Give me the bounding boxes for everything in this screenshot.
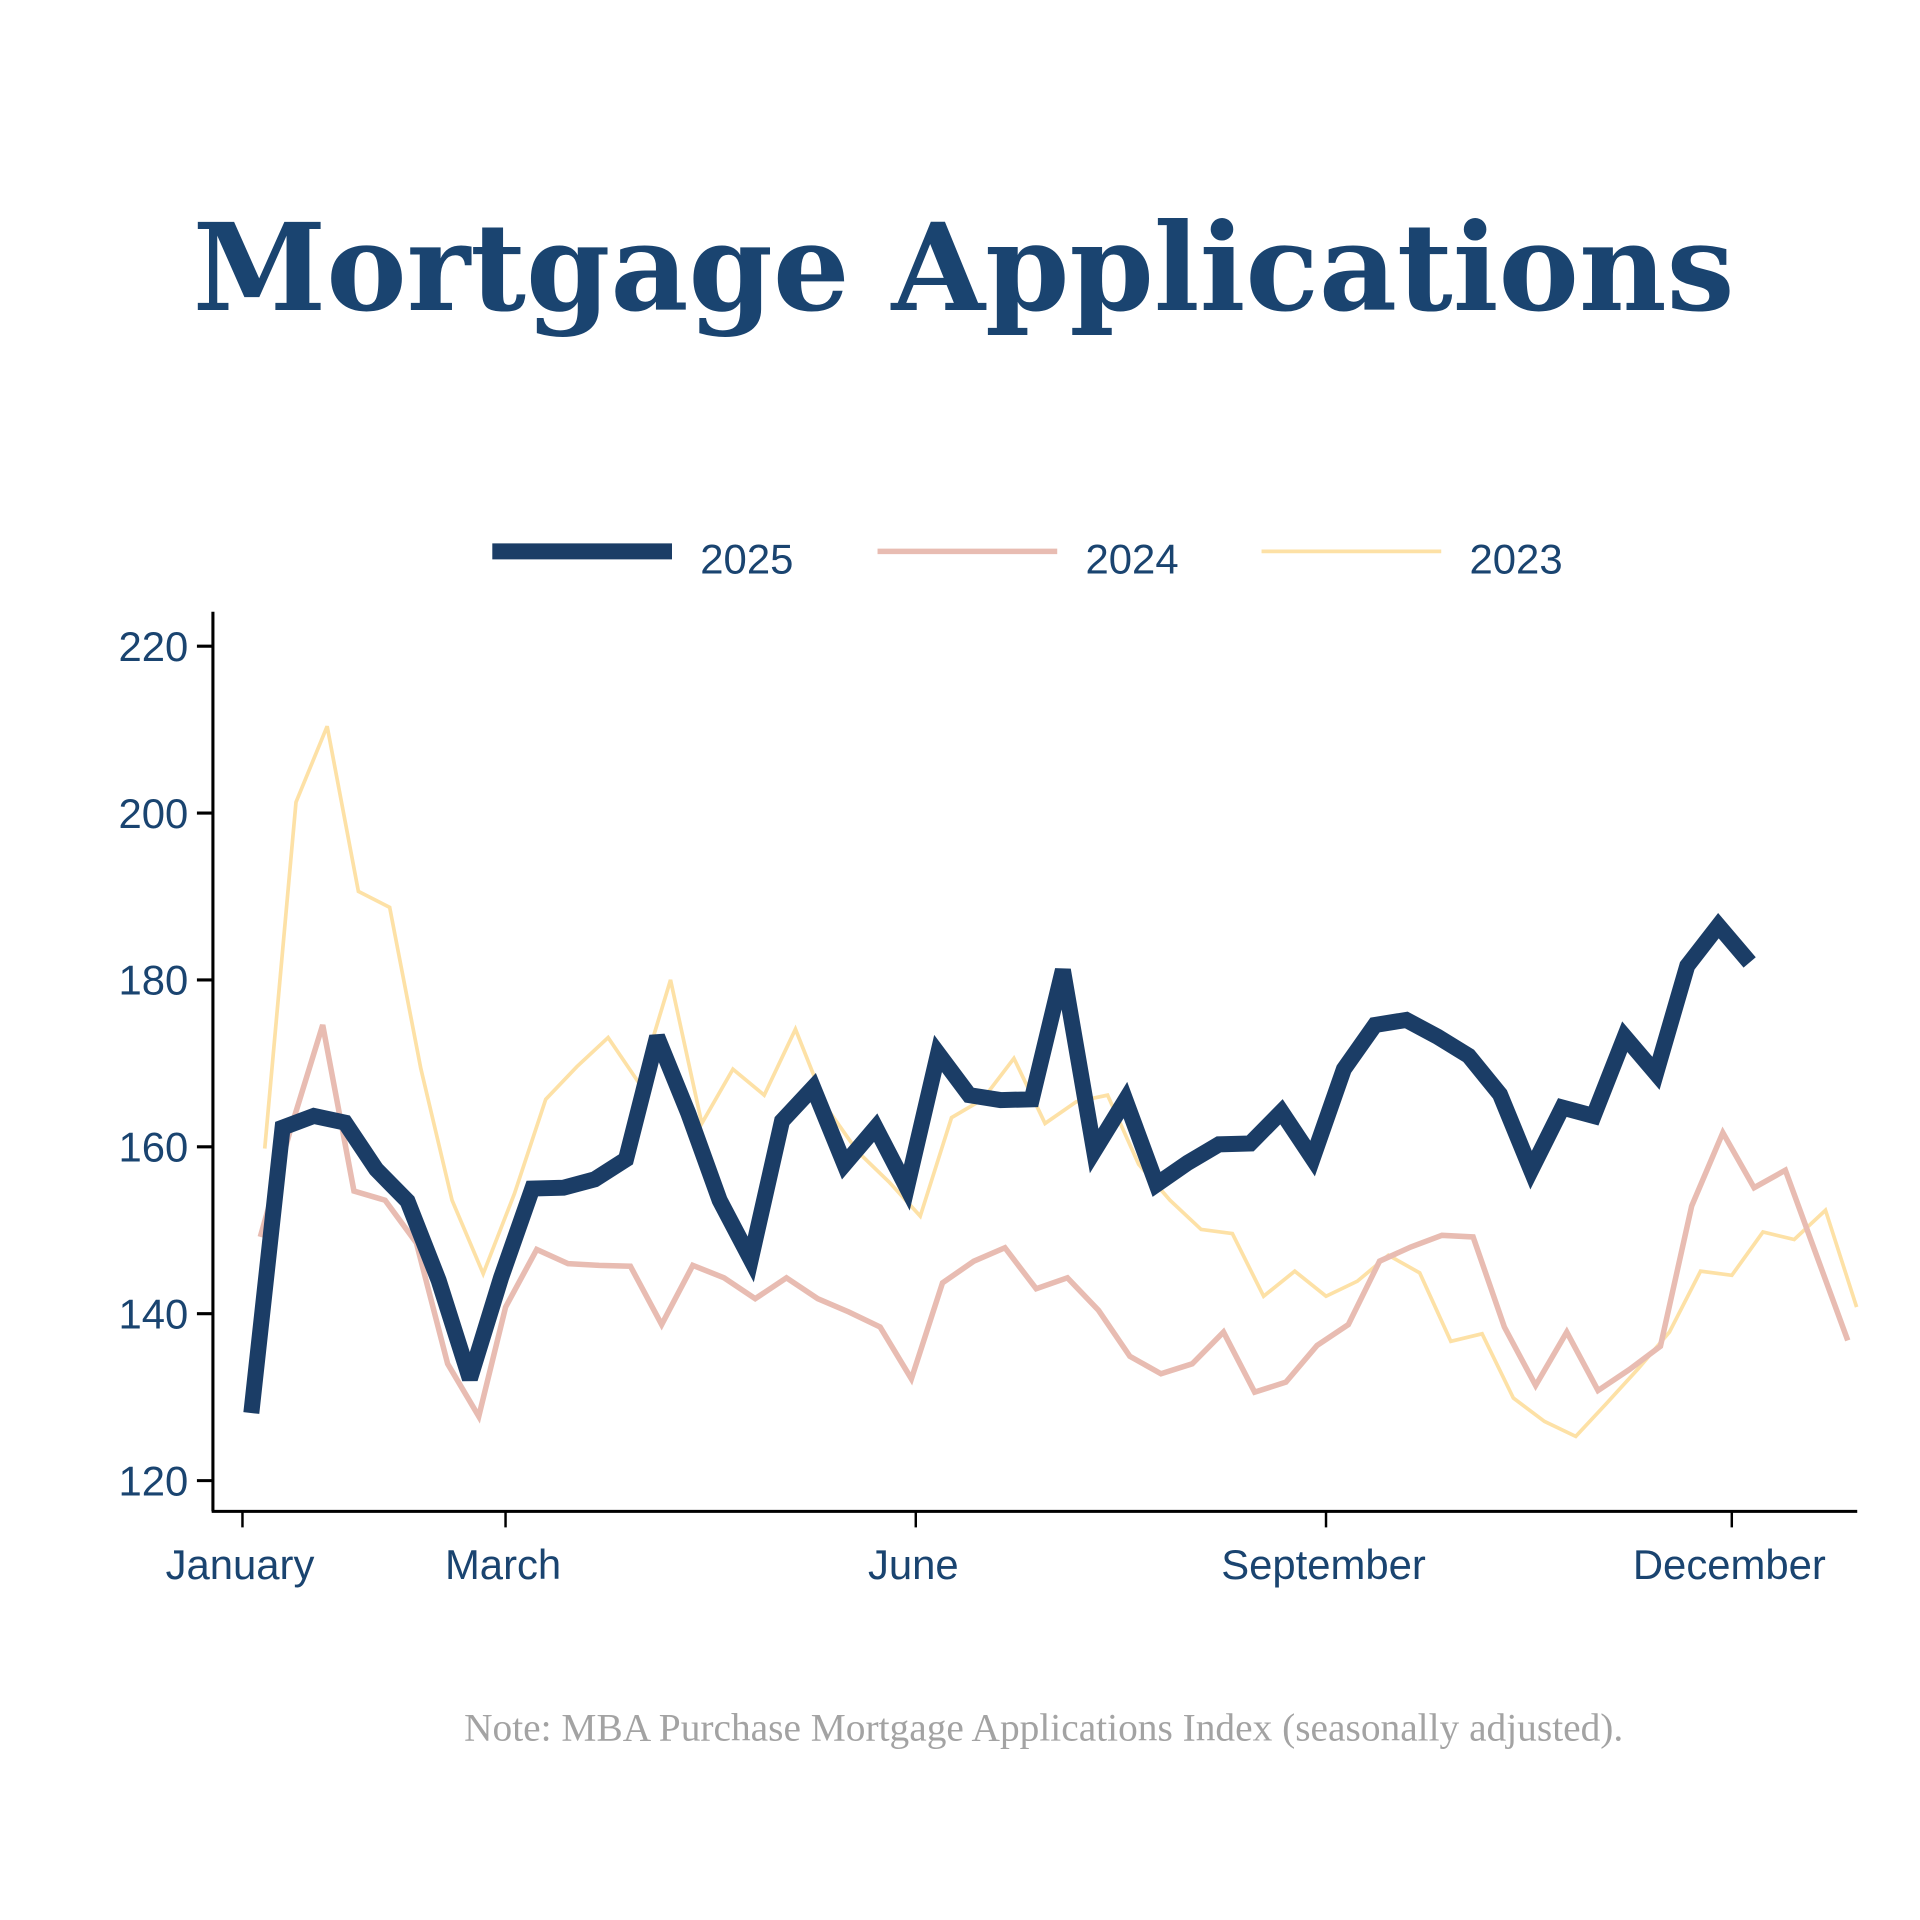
legend-label: 2024 (1086, 536, 1179, 583)
legend-item-2023: 2023 (1261, 536, 1563, 583)
y-tick-label: 120 (119, 1457, 189, 1504)
axes: 120 140 160 180 200 220 January March June Septem… (119, 611, 1858, 1588)
x-tick-label: September (1221, 1541, 1426, 1588)
series-line-2023 (262, 725, 1859, 1439)
x-tick-label: January (166, 1541, 315, 1588)
series-lines (243, 725, 1859, 1439)
series-line-2025 (243, 912, 1756, 1414)
legend-label: 2023 (1470, 536, 1563, 583)
x-tick-label: December (1633, 1541, 1826, 1588)
chart-note: Note: MBA Purchase Mortgage Applications… (464, 1705, 1623, 1749)
chart-title: Mortgage Applications (193, 198, 1735, 339)
y-tick-label: 220 (119, 623, 189, 670)
legend-item-2024: 2024 (877, 536, 1179, 583)
series-line-2024 (257, 1024, 1851, 1424)
y-tick-label: 140 (119, 1290, 189, 1337)
x-tick-label: June (868, 1541, 959, 1588)
legend: 2025 2024 2023 (492, 536, 1563, 583)
y-tick-label: 180 (119, 957, 189, 1004)
legend-item-2025: 2025 (492, 536, 793, 583)
x-tick-label: March (445, 1541, 561, 1588)
legend-label: 2025 (700, 536, 793, 583)
y-tick-label: 200 (119, 790, 189, 837)
y-tick-label: 160 (119, 1124, 189, 1171)
